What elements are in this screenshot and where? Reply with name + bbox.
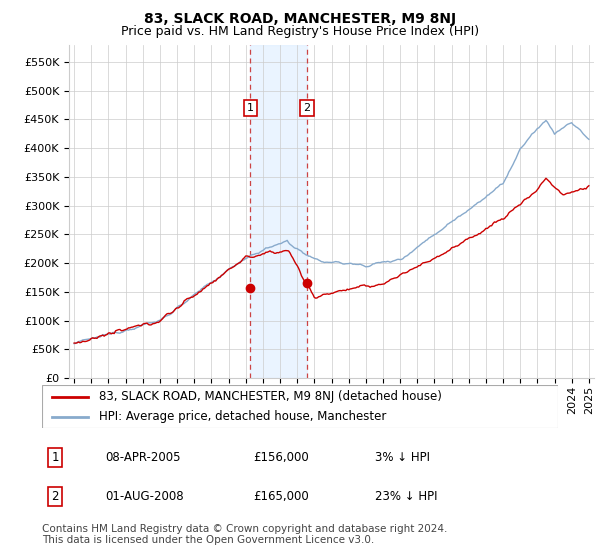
Bar — [250, 45, 307, 378]
Text: Contains HM Land Registry data © Crown copyright and database right 2024.
This d: Contains HM Land Registry data © Crown c… — [42, 524, 448, 545]
Text: 1: 1 — [52, 451, 59, 464]
Text: Price paid vs. HM Land Registry's House Price Index (HPI): Price paid vs. HM Land Registry's House … — [121, 25, 479, 38]
Text: £165,000: £165,000 — [253, 490, 309, 503]
Text: £156,000: £156,000 — [253, 451, 309, 464]
Text: 1: 1 — [247, 103, 254, 113]
Text: 83, SLACK ROAD, MANCHESTER, M9 8NJ: 83, SLACK ROAD, MANCHESTER, M9 8NJ — [144, 12, 456, 26]
Text: 2: 2 — [52, 490, 59, 503]
Text: 2: 2 — [304, 103, 311, 113]
Text: 3% ↓ HPI: 3% ↓ HPI — [374, 451, 430, 464]
Text: 83, SLACK ROAD, MANCHESTER, M9 8NJ (detached house): 83, SLACK ROAD, MANCHESTER, M9 8NJ (deta… — [99, 390, 442, 403]
Text: 08-APR-2005: 08-APR-2005 — [106, 451, 181, 464]
Text: 23% ↓ HPI: 23% ↓ HPI — [374, 490, 437, 503]
Text: 01-AUG-2008: 01-AUG-2008 — [106, 490, 184, 503]
Text: HPI: Average price, detached house, Manchester: HPI: Average price, detached house, Manc… — [99, 410, 386, 423]
